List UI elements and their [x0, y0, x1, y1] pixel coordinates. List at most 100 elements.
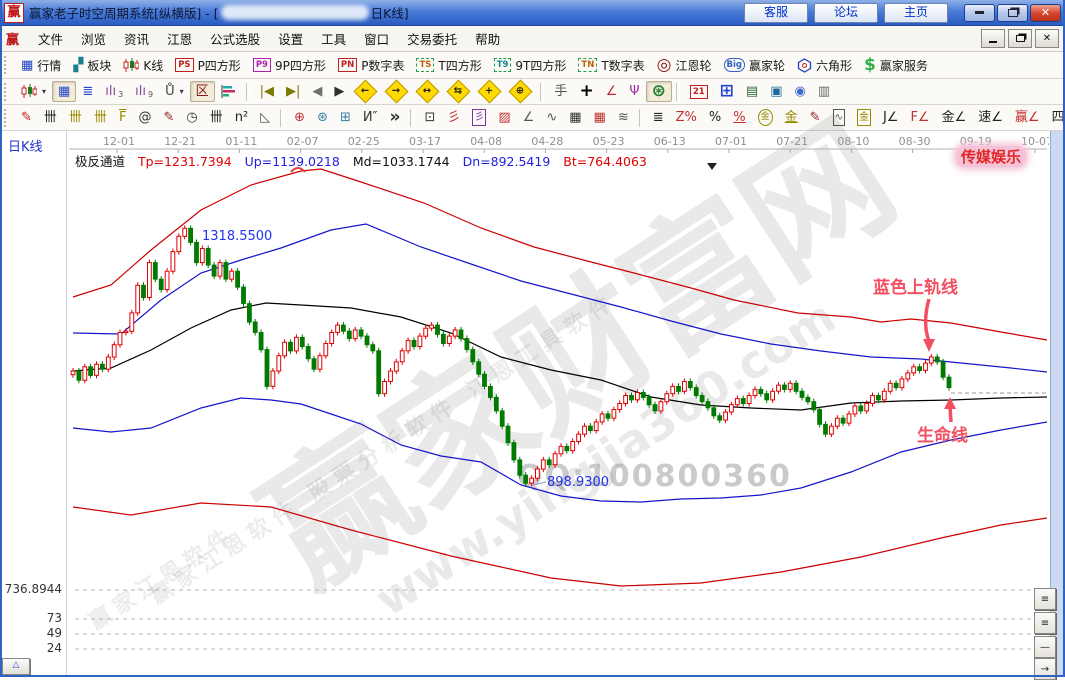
smart-analysis-button[interactable]: ⊛	[645, 81, 672, 102]
f10-info-button[interactable]: ≣	[76, 81, 99, 102]
bar-comb-tool[interactable]: 卌	[204, 107, 229, 128]
system-monitor-button[interactable]: ▥	[812, 81, 836, 102]
t-number-button[interactable]: TN T数字表	[572, 54, 650, 77]
angle-measure-button[interactable]: ∠	[600, 81, 624, 102]
row-line-button[interactable]: —	[1034, 636, 1056, 658]
last-page-button[interactable]: ▶|	[280, 81, 306, 102]
square-web-tool[interactable]: ⊞	[334, 107, 357, 128]
chart-canvas[interactable]: 12-01 12-21 01-11 02-07 02-25 03-17 04-08 04-28…	[67, 131, 1049, 677]
forum-link[interactable]: 论坛	[814, 2, 878, 23]
support-link[interactable]: 客服	[744, 2, 808, 23]
winner-angle-tool[interactable]: 赢∠	[1009, 107, 1046, 128]
menu-item-1[interactable]: 浏览	[81, 32, 107, 47]
homepage-link[interactable]: 主页	[884, 2, 948, 23]
price-bars-tool[interactable]: ≣	[647, 107, 670, 128]
t-square-button[interactable]: TS T四方形	[410, 54, 487, 77]
protractor-tool[interactable]: ◺	[254, 107, 276, 128]
angle-lines-tool[interactable]: ∠	[517, 107, 541, 128]
doc-restore-button[interactable]	[1008, 29, 1032, 48]
menu-item-4[interactable]: 公式选股	[210, 32, 261, 47]
shift-left-button[interactable]: ←	[350, 79, 381, 104]
hand-tool-button[interactable]: 手	[548, 81, 573, 102]
compress-x-button[interactable]: ⇆	[443, 79, 474, 104]
doc-close-button[interactable]: ✕	[1035, 29, 1059, 48]
volume-histogram-button[interactable]	[215, 81, 242, 102]
more-tools-button[interactable]: »	[383, 107, 406, 128]
menu-item-9[interactable]: 帮助	[475, 32, 501, 47]
menu-item-6[interactable]: 工具	[321, 32, 347, 47]
title-bar[interactable]: 赢 赢家老子时空周期系统[纵横版] - [ 日K线] 客服 论坛 主页 ✕	[0, 0, 1065, 26]
close-button[interactable]: ✕	[1030, 3, 1061, 22]
spiral-tool[interactable]: @	[132, 107, 157, 128]
slats-tool[interactable]: ≋	[612, 107, 635, 128]
row-lines2-button[interactable]: ≡	[1034, 612, 1056, 634]
quote-marks-tool[interactable]: И″	[357, 107, 384, 128]
chart-plot-area[interactable]: 赢家财富网 www.yingjia360.com 赢家江恩软件 股票分析软件 江…	[66, 93, 1049, 677]
crosshair-tool-button[interactable]: +	[573, 81, 599, 102]
draw-pencil-tool[interactable]: ✎	[15, 107, 38, 128]
winner-wheel-button[interactable]: Big 赢家轮	[718, 54, 792, 77]
kline-style-dropdown[interactable]: ▾	[15, 81, 52, 102]
gold-angle-tool[interactable]: 金∠	[936, 107, 973, 128]
cycle-9-button[interactable]: ılı 9	[129, 81, 159, 102]
gold-comb2-tool[interactable]: 卌	[88, 107, 113, 128]
time-comb-tool[interactable]: 卌	[38, 107, 63, 128]
sector-tag-badge[interactable]: 传媒娱乐	[956, 146, 1027, 167]
doc-minimize-button[interactable]	[981, 29, 1005, 48]
menu-item-8[interactable]: 交易委托	[407, 32, 458, 47]
quotes-button[interactable]: ▦ 行情	[15, 54, 67, 77]
calculator-button[interactable]: ⊞	[714, 81, 740, 102]
hexagon-button[interactable]: 六角形	[791, 54, 858, 77]
j-angle-tool[interactable]: J∠	[877, 107, 905, 128]
gann-wheel-button[interactable]: ◎ 江恩轮	[651, 54, 718, 77]
expand-x-button[interactable]: ↔	[412, 79, 443, 104]
grid-sheet-red-tool[interactable]: ▦	[588, 107, 612, 128]
cycle-3-button[interactable]: ılı 3	[99, 81, 129, 102]
menu-item-5[interactable]: 设置	[278, 32, 304, 47]
p-number-button[interactable]: PN P数字表	[332, 54, 411, 77]
vertical-scrollbar[interactable]	[1050, 131, 1064, 677]
circle-target-tool[interactable]: ⊕	[288, 107, 311, 128]
next-page-button[interactable]: ▶	[328, 81, 350, 102]
menu-item-0[interactable]: 文件	[38, 32, 64, 47]
minimize-button[interactable]	[964, 3, 995, 22]
p-square-button[interactable]: PS P四方形	[169, 54, 247, 77]
restore-button[interactable]	[997, 3, 1028, 22]
gold-box-tool[interactable]: 金	[851, 106, 877, 129]
four-angle-tool[interactable]: 四∠	[1046, 107, 1065, 128]
percent-line-tool[interactable]: %	[727, 107, 751, 128]
percent-slash-tool[interactable]: Z%	[670, 107, 703, 128]
row-lines-button[interactable]: ≡	[1034, 588, 1056, 610]
shift-right-button[interactable]: →	[381, 79, 412, 104]
wave-tool[interactable]: ∿	[540, 107, 563, 128]
sectors-button[interactable]: ▞ 板块	[67, 54, 117, 77]
indicator-dropdown[interactable]: Ů ▾	[159, 81, 190, 102]
9t-square-button[interactable]: T9 9T四方形	[488, 54, 573, 77]
gold-circle-tool[interactable]: 金	[752, 106, 779, 129]
reset-zoom-button[interactable]: ⊕	[505, 79, 536, 104]
fan-lines-tool[interactable]: 彡	[441, 107, 466, 128]
pencil-bars-tool[interactable]: ✎	[804, 107, 827, 128]
time-circle-tool[interactable]: ◷	[180, 107, 203, 128]
pencil-comb-tool[interactable]: ✎	[157, 107, 180, 128]
speed-angle-tool[interactable]: 速∠	[972, 107, 1009, 128]
remote-service-button[interactable]: ◉	[789, 81, 812, 102]
f-angle-tool[interactable]: F∠	[904, 107, 935, 128]
region-stats-button[interactable]: 区	[189, 81, 215, 102]
spider-web-tool[interactable]: ⊛	[311, 107, 334, 128]
kline-button[interactable]: K线	[117, 54, 169, 77]
gold-comb-tool[interactable]: 卌	[63, 107, 88, 128]
shaded-box-tool[interactable]: ▨	[492, 107, 516, 128]
menu-item-7[interactable]: 窗口	[364, 32, 390, 47]
winner-service-button[interactable]: $ 赢家服务	[858, 54, 934, 77]
memo-button[interactable]: ▤	[740, 81, 764, 102]
expand-all-button[interactable]: +	[474, 79, 505, 104]
gann-shape-button[interactable]: Ψ	[623, 81, 645, 102]
menu-item-2[interactable]: 资讯	[124, 32, 150, 47]
gold-lines-tool[interactable]: 金	[779, 107, 804, 128]
n-square-tool[interactable]: n²	[229, 107, 254, 128]
grid-sheet-tool[interactable]: ▦	[563, 107, 587, 128]
gann-grid-tool[interactable]: ⊡	[418, 107, 441, 128]
fib-comb-tool[interactable]: F	[113, 107, 132, 128]
save-button[interactable]: ▣	[764, 81, 788, 102]
